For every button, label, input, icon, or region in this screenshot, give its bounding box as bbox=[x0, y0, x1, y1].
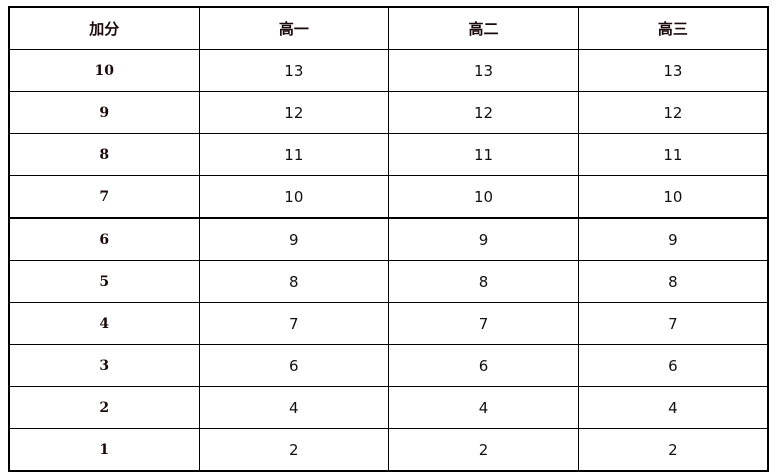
grade-cell: 2 bbox=[198, 428, 390, 472]
grade-cell: 13 bbox=[198, 49, 390, 92]
column-header: 加分 bbox=[8, 6, 200, 50]
grade-cell: 12 bbox=[388, 91, 579, 134]
grade-cell: 12 bbox=[577, 91, 769, 134]
grade-cell: 13 bbox=[388, 49, 579, 92]
grade-cell: 6 bbox=[198, 344, 390, 387]
grade-cell: 11 bbox=[198, 133, 390, 176]
column-header: 高一 bbox=[198, 6, 390, 50]
grade-cell: 11 bbox=[388, 133, 579, 176]
grade-cell: 10 bbox=[577, 175, 769, 219]
bonus-cell: 5 bbox=[8, 260, 200, 303]
grade-cell: 9 bbox=[198, 217, 390, 261]
column-header: 高二 bbox=[388, 6, 579, 50]
bonus-points-table: 加分 高一 高二 高三 10 13 13 13 9 12 12 12 8 11 11 11 7 10 10 10 6 9… bbox=[8, 6, 769, 472]
header-row: 加分 高一 高二 高三 bbox=[8, 6, 769, 50]
column-header: 高三 bbox=[577, 6, 769, 50]
bonus-cell: 7 bbox=[8, 175, 200, 219]
grade-cell: 6 bbox=[388, 344, 579, 387]
grade-cell: 4 bbox=[198, 386, 390, 429]
bonus-cell: 4 bbox=[8, 302, 200, 345]
grade-cell: 13 bbox=[577, 49, 769, 92]
bonus-cell: 10 bbox=[8, 49, 200, 92]
table-row: 7 10 10 10 bbox=[8, 175, 769, 219]
grade-cell: 8 bbox=[198, 260, 390, 303]
grade-cell: 4 bbox=[388, 386, 579, 429]
grade-cell: 7 bbox=[198, 302, 390, 345]
grade-cell: 10 bbox=[198, 175, 390, 219]
grade-cell: 11 bbox=[577, 133, 769, 176]
grade-cell: 10 bbox=[388, 175, 579, 219]
table-row: 9 12 12 12 bbox=[8, 91, 769, 134]
table-row: 8 11 11 11 bbox=[8, 133, 769, 176]
grade-cell: 2 bbox=[577, 428, 769, 472]
grade-cell: 6 bbox=[577, 344, 769, 387]
bonus-cell: 1 bbox=[8, 428, 200, 472]
bonus-cell: 9 bbox=[8, 91, 200, 134]
grade-cell: 2 bbox=[388, 428, 579, 472]
grade-cell: 8 bbox=[577, 260, 769, 303]
grade-cell: 7 bbox=[577, 302, 769, 345]
grade-cell: 9 bbox=[577, 217, 769, 261]
grade-cell: 12 bbox=[198, 91, 390, 134]
grade-cell: 7 bbox=[388, 302, 579, 345]
bonus-cell: 2 bbox=[8, 386, 200, 429]
grade-cell: 4 bbox=[577, 386, 769, 429]
grade-cell: 9 bbox=[388, 217, 579, 261]
table-row: 10 13 13 13 bbox=[8, 49, 769, 92]
bonus-cell: 8 bbox=[8, 133, 200, 176]
table-body: 10 13 13 13 9 12 12 12 8 11 11 11 7 10 10 10 6 9 9 9 5 8 8 8 4 7 7… bbox=[8, 49, 769, 472]
bonus-cell: 6 bbox=[8, 217, 200, 261]
bonus-cell: 3 bbox=[8, 344, 200, 387]
grade-cell: 8 bbox=[388, 260, 579, 303]
